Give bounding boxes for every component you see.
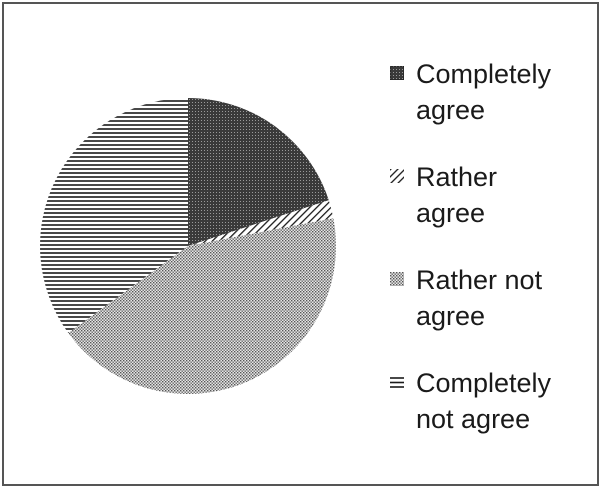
legend-label: Rather agree (416, 159, 596, 231)
legend-label-line1: Completely (416, 368, 552, 398)
legend-label-line1: Rather (416, 162, 498, 192)
legend: Completely agree Rather agree Rather not… (390, 56, 595, 468)
legend-label-line2: agree (416, 198, 486, 228)
legend-swatch-dots (390, 272, 404, 286)
pie-slice-rather-agree (188, 200, 334, 246)
legend-label-line1: Rather not (416, 265, 543, 295)
legend-label-line1: Completely (416, 59, 552, 89)
legend-item-completely-not-agree: Completely not agree (390, 365, 595, 468)
pie-slice-rather-not-agree (68, 218, 336, 394)
pie-slices (39, 98, 336, 394)
legend-swatch-crosshatch (390, 66, 404, 80)
pie-slice-completely-not-agree (39, 98, 188, 333)
legend-swatch-horizontal (390, 375, 404, 389)
pie-slice-completely-agree (188, 98, 329, 246)
legend-item-rather-not-agree: Rather not agree (390, 262, 595, 365)
legend-label-line2: agree (416, 95, 486, 125)
legend-label: Completely not agree (416, 365, 596, 437)
legend-swatch-diagonal (390, 169, 404, 183)
legend-label: Rather not agree (416, 262, 596, 334)
legend-item-completely-agree: Completely agree (390, 56, 595, 159)
legend-item-rather-agree: Rather agree (390, 159, 595, 262)
legend-label-line2: agree (416, 301, 486, 331)
legend-label: Completely agree (416, 56, 596, 128)
legend-label-line2: not agree (416, 404, 531, 434)
